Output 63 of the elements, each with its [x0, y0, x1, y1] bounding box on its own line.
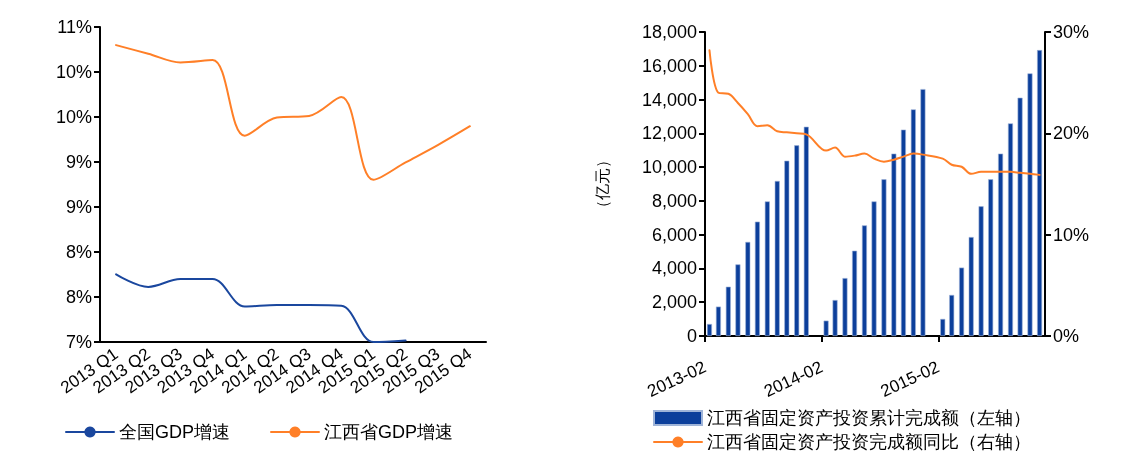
y-tick-label: 12,000 [641, 123, 697, 144]
bar [998, 153, 1004, 336]
y-tick-label: 9% [65, 197, 92, 217]
bar [725, 286, 731, 336]
bar [735, 264, 741, 336]
y-tick-label: 6,000 [651, 224, 697, 245]
y-tick-label: 14,000 [641, 89, 697, 110]
bar [910, 109, 916, 336]
line-series [115, 44, 471, 181]
y-tick-label: 8,000 [651, 190, 697, 211]
bar [1017, 97, 1023, 336]
y-tick-label: 8% [65, 242, 92, 262]
bar [920, 89, 926, 336]
bar [1007, 123, 1013, 336]
y-tick-label: 11% [57, 17, 92, 37]
bar [988, 179, 994, 336]
bar [949, 294, 955, 336]
bar [803, 126, 809, 336]
bar [1027, 73, 1033, 336]
bar [959, 267, 965, 336]
y-tick-label: 8% [65, 287, 92, 307]
y-tick-label: 2,000 [651, 292, 697, 313]
line-series [115, 273, 407, 343]
bar [794, 145, 800, 336]
y-tick-label: 10,000 [641, 157, 697, 178]
bar [968, 237, 974, 336]
bar [754, 221, 760, 336]
y2-tick-label: 0% [1053, 326, 1080, 346]
y2-tick-label: 10% [1053, 224, 1090, 245]
y-tick-label: 10% [55, 107, 92, 127]
y2-tick-label: 20% [1053, 123, 1090, 144]
y-tick-label: 4,000 [651, 258, 697, 279]
bar [978, 206, 984, 336]
bar [774, 180, 780, 336]
legend-label: 江西省固定资产投资累计完成额（左轴） [707, 408, 1031, 428]
bar [861, 225, 867, 336]
bar [900, 129, 906, 336]
y-tick-label: 10% [55, 62, 92, 82]
legend-label: 江西省GDP增速 [324, 422, 454, 442]
legend-label: 江西省固定资产投资完成额同比（右轴） [707, 432, 1031, 452]
bar [832, 300, 838, 336]
bar [745, 241, 751, 336]
bar [706, 324, 712, 336]
y2-tick-label: 30% [1053, 22, 1090, 42]
bar [1037, 50, 1043, 336]
y-tick-label: 9% [65, 152, 92, 172]
y-tick-label: 16,000 [641, 55, 697, 76]
bar [940, 318, 946, 336]
y-axis-title: （亿元） [593, 152, 611, 216]
bar [764, 201, 770, 336]
bar [842, 278, 848, 336]
y-tick-label: 7% [65, 332, 92, 352]
bar [881, 179, 887, 336]
bar [823, 320, 829, 336]
bar [891, 153, 897, 336]
bar [715, 306, 721, 336]
line-series [708, 49, 1041, 176]
legend-label: 全国GDP增速 [119, 422, 231, 442]
bar [852, 250, 858, 336]
bar [871, 201, 877, 336]
bar [784, 160, 790, 336]
y-tick-label: 0 [686, 326, 697, 346]
y-tick-label: 18,000 [641, 22, 697, 42]
